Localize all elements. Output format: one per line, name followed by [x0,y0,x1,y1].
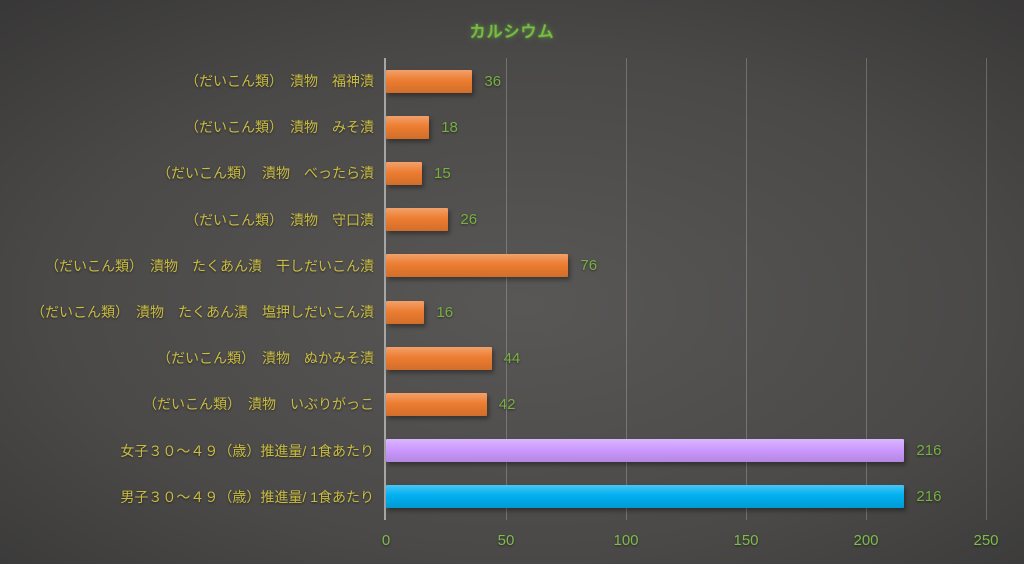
bar-value-label: 16 [436,303,454,321]
gridline-100 [626,58,627,520]
gridline-250 [986,58,987,520]
bar-value-label: 15 [434,164,451,182]
category-labels: （だいこん類） 漬物 福神漬 （だいこん類） 漬物 みそ漬 （だいこん類） 漬物 べ… [0,58,374,520]
category-label: （だいこん類） 漬物 たくあん漬 塩押しだいこん漬 [31,304,374,321]
bar [386,69,473,93]
bar [386,208,449,232]
bar-value-label: 26 [460,211,478,229]
category-label: （だいこん類） 漬物 べったら漬 [157,165,374,182]
x-axis-ticks: 0 50 100 150 200 250 [382,528,999,552]
bar [386,300,425,324]
bar [386,439,905,463]
bar [386,162,422,185]
bar [386,115,430,139]
category-label: （だいこん類） 漬物 福神漬 [185,73,374,90]
category-label: （だいこん類） 漬物 いぶりがっこ [143,396,374,413]
category-label: （だいこん類） 漬物 みそ漬 [185,119,374,136]
y-axis-line [384,58,386,520]
category-label: 女子３０～４９（歳）推進量/ 1食あたり [120,442,374,459]
x-tick-label: 200 [853,532,879,549]
bar [386,393,487,416]
gridline-200 [866,58,867,520]
category-label: （だいこん類） 漬物 ぬかみそ漬 [157,350,374,367]
gridline-150 [746,58,747,520]
x-tick-label: 100 [613,532,639,549]
bar-value-label: 42 [498,395,516,413]
x-tick-label: 0 [381,532,391,549]
bar-value-label: 216 [916,442,942,460]
bar [386,346,492,370]
x-tick-label: 50 [497,532,515,549]
chart-title: カルシウム [469,24,555,41]
gridline-50 [506,58,507,520]
category-label: （だいこん類） 漬物 たくあん漬 干しだいこん漬 [45,257,374,274]
bar-value-label: 76 [580,257,598,275]
plot-area: 36 18 15 26 76 16 44 42 216 216 [384,58,987,520]
bar-value-label: 36 [484,72,502,90]
bar [386,254,569,278]
category-label: 男子３０～４９（歳）推進量/ 1食あたり [120,488,374,505]
bar-value-label: 18 [441,118,458,136]
bar [386,485,905,509]
category-label: （だいこん類） 漬物 守口漬 [185,211,374,228]
x-tick-label: 150 [733,532,759,549]
x-tick-label: 250 [973,532,999,549]
bar-value-label: 216 [916,488,942,506]
bar-value-label: 44 [503,349,521,367]
